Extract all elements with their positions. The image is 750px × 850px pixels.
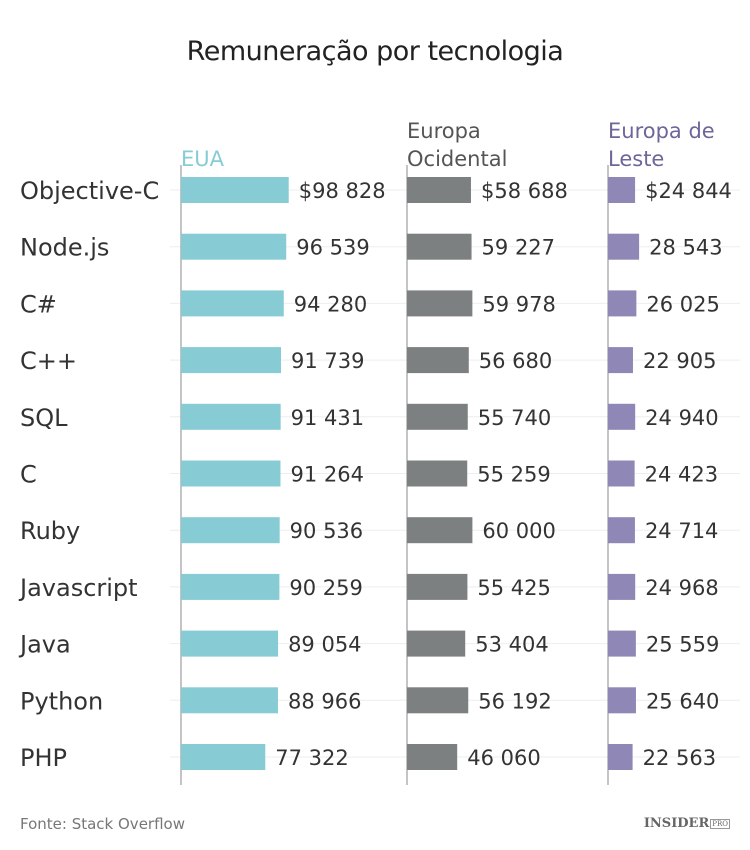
data-label: 88 966 [288, 689, 361, 713]
data-label: 59 227 [482, 236, 555, 260]
category-label: Objective-C [20, 177, 159, 205]
bar [407, 744, 458, 770]
category-label: Java [18, 631, 71, 659]
data-label: 60 000 [482, 519, 555, 543]
bar [181, 290, 284, 317]
category-label: C++ [20, 347, 77, 375]
bar [407, 573, 468, 600]
data-label: $58 688 [481, 179, 568, 203]
bar [181, 177, 289, 203]
bar [608, 460, 635, 487]
data-label: 77 322 [275, 746, 348, 770]
data-label: 28 543 [649, 236, 722, 260]
bar [608, 177, 636, 203]
category-label: Python [20, 687, 103, 715]
bar [608, 290, 637, 317]
data-label: 59 978 [482, 292, 555, 316]
series-header: Europa de [608, 119, 715, 143]
bar [181, 517, 280, 544]
bar [181, 460, 281, 487]
data-label: 91 739 [291, 349, 364, 373]
bar [407, 687, 469, 714]
bar [608, 687, 636, 714]
data-label: 94 280 [294, 292, 367, 316]
insider-pro-logo: INSIDER PRO [643, 816, 730, 831]
bar [608, 630, 636, 657]
bar [608, 233, 640, 260]
bar [181, 687, 278, 714]
data-label: 26 025 [646, 292, 719, 316]
bar [608, 517, 635, 544]
series-header: Leste [608, 147, 664, 171]
series-header: Europa [407, 119, 481, 143]
data-label: 89 054 [288, 633, 361, 657]
data-label: 25 559 [646, 633, 719, 657]
data-label: 55 740 [478, 406, 551, 430]
data-label: 24 423 [645, 463, 718, 487]
bar [407, 403, 468, 430]
bar [181, 403, 281, 430]
category-label: PHP [20, 744, 67, 772]
data-label: 24 940 [645, 406, 718, 430]
series-header: Ocidental [407, 147, 507, 171]
data-label: 90 536 [290, 519, 363, 543]
bar [181, 573, 280, 600]
data-label: 91 264 [290, 463, 363, 487]
bar [181, 630, 279, 657]
series-header: EUA [181, 147, 225, 171]
data-label: $98 828 [299, 179, 386, 203]
bar [407, 290, 473, 317]
data-label: 90 259 [289, 576, 362, 600]
data-label: 24 714 [645, 519, 718, 543]
data-label: 56 192 [478, 689, 551, 713]
bar [608, 347, 633, 374]
data-label: 96 539 [296, 236, 369, 260]
bar [608, 744, 633, 770]
data-label: 46 060 [467, 746, 540, 770]
category-label: C [20, 461, 37, 489]
category-label: Javascript [18, 574, 138, 602]
bar [407, 460, 468, 487]
data-label: 55 259 [477, 463, 550, 487]
bar [608, 403, 636, 430]
data-label: 22 905 [643, 349, 716, 373]
bar [181, 744, 266, 770]
category-label: SQL [20, 404, 68, 432]
bar [407, 630, 466, 657]
data-label: 22 563 [643, 746, 716, 770]
data-label: 53 404 [475, 633, 548, 657]
bar [407, 517, 473, 544]
category-label: Ruby [20, 517, 80, 545]
bar [407, 347, 469, 374]
data-label: 25 640 [646, 689, 719, 713]
category-label: Node.js [20, 234, 109, 262]
bar [407, 177, 471, 203]
category-label: C# [20, 290, 57, 318]
bar [181, 233, 287, 260]
bar [608, 573, 636, 600]
bar [181, 347, 281, 374]
data-label: 91 431 [291, 406, 364, 430]
chart-title: Remuneração por tecnologia [186, 36, 564, 67]
data-label: 55 425 [477, 576, 550, 600]
data-label: 24 968 [645, 576, 718, 600]
bar [407, 233, 472, 260]
source-note: Fonte: Stack Overflow [20, 815, 185, 833]
data-label: 56 680 [479, 349, 552, 373]
data-label: $24 844 [645, 179, 732, 203]
